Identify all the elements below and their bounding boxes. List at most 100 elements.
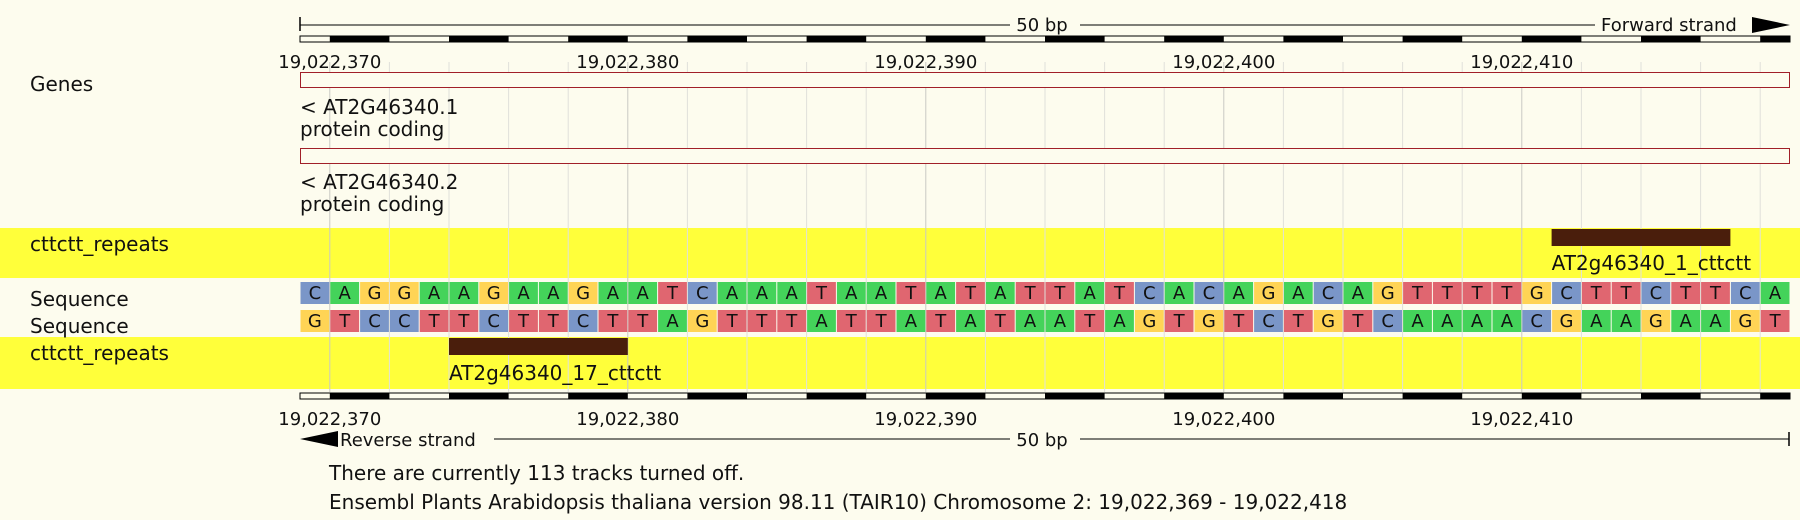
base-letter: A — [1471, 311, 1484, 332]
base-letter: A — [607, 283, 620, 304]
base-letter: T — [994, 311, 1007, 332]
base-letter: G — [397, 283, 411, 304]
base-cell — [1581, 310, 1611, 332]
base-cell — [1283, 282, 1313, 304]
base-letter: T — [1590, 283, 1603, 304]
base-letter: T — [1113, 283, 1126, 304]
base-cell — [1701, 310, 1730, 332]
base-letter: C — [577, 311, 590, 332]
base-cell — [866, 282, 896, 304]
base-letter: C — [309, 283, 322, 304]
base-letter: T — [1351, 311, 1364, 332]
transcript-name-1[interactable]: < AT2G46340.1 — [300, 95, 458, 119]
tick-label: 19,022,370 — [278, 52, 381, 73]
base-letter: T — [934, 311, 947, 332]
base-cell — [1611, 310, 1641, 332]
base-letter: T — [606, 311, 619, 332]
base-letter: G — [1560, 311, 1574, 332]
base-letter: T — [1441, 283, 1454, 304]
base-letter: A — [1769, 283, 1782, 304]
base-letter: T — [1232, 311, 1245, 332]
base-letter: T — [428, 311, 441, 332]
base-letter: T — [1500, 283, 1513, 304]
base-letter: T — [666, 283, 679, 304]
transcript-name-2[interactable]: < AT2G46340.2 — [300, 170, 458, 194]
top-ruler: 50 bp Forward strand 19,022,370 19,022,38… — [278, 15, 1791, 73]
base-cell — [985, 310, 1015, 332]
reverse-sequence-track-label: Sequence — [30, 314, 129, 338]
base-letter: A — [1680, 311, 1693, 332]
base-letter: C — [1650, 283, 1663, 304]
base-cell — [1194, 282, 1224, 304]
base-cell — [777, 310, 807, 332]
base-cell — [568, 282, 598, 304]
base-letter: T — [338, 311, 351, 332]
base-letter: A — [964, 311, 977, 332]
base-cell — [807, 310, 836, 332]
base-cell — [598, 310, 628, 332]
base-cell — [1075, 310, 1105, 332]
reverse-repeat-feature[interactable]: AT2g46340_17_cttctt — [449, 338, 661, 385]
base-letter: C — [398, 311, 411, 332]
base-letter: C — [1530, 311, 1543, 332]
base-cell — [1641, 310, 1671, 332]
reverse-strand-arrow — [300, 431, 338, 447]
base-letter: T — [845, 311, 858, 332]
base-cell — [300, 310, 330, 332]
base-cell — [1194, 310, 1224, 332]
base-cell — [360, 310, 389, 332]
base-cell — [687, 282, 717, 304]
base-cell — [360, 282, 389, 304]
base-cell — [1552, 310, 1581, 332]
base-letter: T — [815, 283, 828, 304]
base-cell — [330, 310, 360, 332]
base-cell — [509, 282, 538, 304]
base-cell — [1462, 282, 1492, 304]
base-letter: C — [368, 311, 381, 332]
base-letter: C — [1143, 283, 1156, 304]
base-letter: G — [1321, 311, 1335, 332]
top-ruler-width-label: 50 bp — [1016, 15, 1067, 36]
base-letter: G — [368, 283, 382, 304]
tick-label: 19,022,400 — [1172, 409, 1275, 430]
repeats-highlight-forward — [0, 228, 1800, 278]
tick-label: 19,022,380 — [576, 52, 679, 73]
base-letter: T — [1083, 311, 1096, 332]
reverse-repeats-track-label: cttctt_repeats — [30, 341, 169, 365]
base-letter: A — [786, 283, 799, 304]
base-cell — [1254, 310, 1283, 332]
base-cell — [419, 310, 449, 332]
base-letter: C — [696, 283, 709, 304]
base-cell — [479, 310, 509, 332]
base-cell — [1403, 282, 1432, 304]
base-letter: A — [994, 283, 1007, 304]
tracks-off-notice: There are currently 113 tracks turned of… — [329, 461, 745, 485]
base-letter: A — [1501, 311, 1514, 332]
base-cell — [1373, 310, 1403, 332]
base-cell — [1105, 310, 1134, 332]
base-letter: A — [1441, 311, 1454, 332]
base-cell — [419, 282, 449, 304]
base-cell — [628, 310, 658, 332]
base-letter: C — [1739, 283, 1752, 304]
base-cell — [717, 310, 747, 332]
base-cell — [1522, 282, 1552, 304]
base-letter: G — [1262, 283, 1276, 304]
base-letter: T — [785, 311, 798, 332]
base-cell — [1760, 310, 1790, 332]
base-cell — [509, 310, 538, 332]
base-letter: G — [308, 311, 322, 332]
base-cell — [1313, 310, 1343, 332]
transcript-bar-1[interactable] — [300, 72, 1790, 88]
base-cell — [300, 282, 330, 304]
forward-repeat-feature[interactable]: AT2g46340_1_cttctt — [1551, 229, 1752, 275]
transcript-bar-2[interactable] — [300, 148, 1790, 164]
base-letter: A — [428, 283, 441, 304]
forward-repeat-bar — [1551, 229, 1731, 246]
forward-strand-label: Forward strand — [1601, 15, 1737, 36]
base-cell — [1224, 282, 1254, 304]
base-letter: T — [1024, 283, 1037, 304]
